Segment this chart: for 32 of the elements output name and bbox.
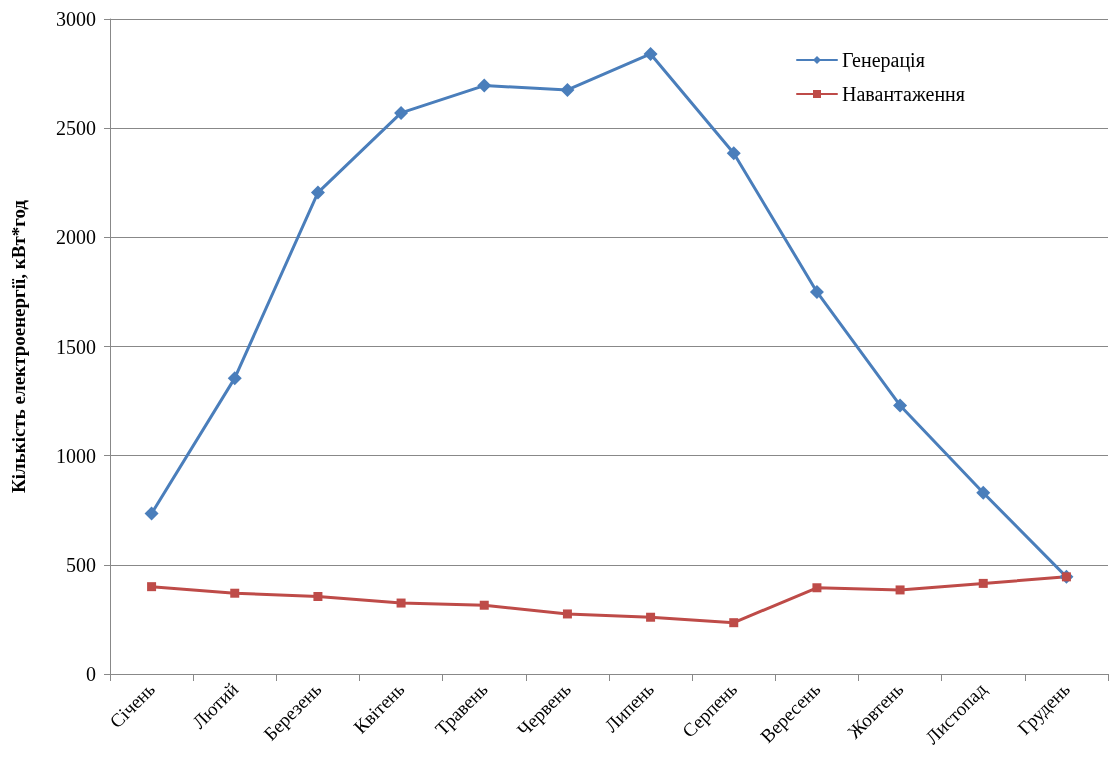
legend-label: Навантаження — [842, 83, 966, 105]
y-tick-label: 2000 — [56, 226, 96, 249]
y-tick-label: 0 — [86, 663, 96, 685]
point — [562, 609, 572, 619]
point — [396, 598, 406, 608]
point — [978, 578, 988, 588]
point — [310, 185, 325, 200]
point — [144, 506, 159, 521]
y-axis-title: Кількість електроенергії, кВт*год — [8, 199, 29, 493]
point — [560, 82, 575, 97]
point — [230, 588, 240, 598]
point — [479, 600, 489, 610]
point — [893, 398, 908, 413]
point — [809, 284, 824, 299]
point — [477, 78, 492, 93]
point — [643, 46, 658, 61]
point — [729, 618, 739, 628]
y-tick-label: 1000 — [56, 444, 96, 467]
y-tick-label: 1500 — [56, 335, 96, 358]
legend-label: Генерація — [842, 49, 925, 72]
point — [313, 591, 323, 601]
point — [394, 105, 409, 120]
point — [812, 583, 822, 593]
point — [976, 485, 991, 500]
point — [895, 585, 905, 595]
y-tick-label: 2500 — [56, 117, 96, 140]
point — [147, 582, 157, 592]
point — [726, 146, 741, 161]
point — [646, 612, 656, 622]
y-tick-label: 500 — [66, 553, 96, 576]
y-tick-label: 3000 — [56, 8, 96, 30]
point — [227, 371, 242, 386]
